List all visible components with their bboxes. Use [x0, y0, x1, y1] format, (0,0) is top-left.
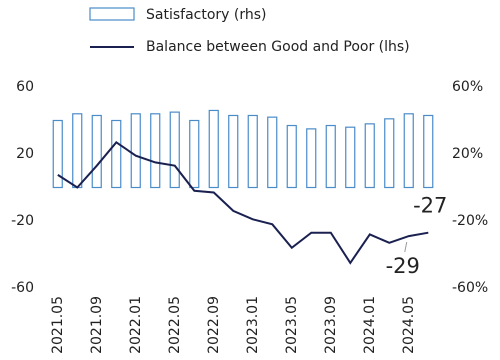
bar: [52, 119, 63, 189]
bar: [364, 123, 375, 189]
bar: [111, 119, 122, 189]
x-tick-label: 2022.09: [206, 296, 222, 354]
legend-bar-icon: [89, 7, 135, 21]
legend-label: Balance between Good and Poor (lhs): [146, 39, 410, 55]
y-tick-label: -60: [11, 280, 34, 296]
x-tick-label: 2023.09: [323, 296, 339, 354]
bar: [208, 109, 219, 189]
x-tick-label: 2022.05: [167, 296, 183, 354]
bar: [91, 114, 102, 189]
y2-tick-label: 60%: [452, 79, 483, 95]
bar: [150, 113, 161, 189]
bar: [306, 128, 317, 189]
x-tick-label: 2021.09: [89, 296, 105, 354]
bar: [247, 114, 258, 189]
y-tick-label: 60: [16, 79, 34, 95]
x-tick-label: 2021.05: [50, 296, 66, 354]
bar: [345, 126, 356, 189]
x-tick-label: 2024.05: [401, 296, 417, 354]
line: [57, 140, 429, 265]
y-tick-label: -20: [11, 213, 34, 229]
bar: [384, 118, 395, 189]
label-leader: [404, 241, 408, 253]
y2-tick-label: 20%: [452, 146, 483, 162]
bar: [423, 114, 434, 189]
bar: [228, 114, 239, 189]
data-label: -27: [413, 194, 447, 218]
bar: [403, 113, 414, 189]
bar: [286, 124, 297, 189]
x-tick-label: 2023.05: [284, 296, 300, 354]
bar: [325, 124, 336, 189]
y2-tick-label: -20%: [452, 213, 488, 229]
bar: [169, 111, 180, 189]
x-tick-label: 2024.01: [362, 296, 378, 354]
x-tick-label: 2023.01: [245, 296, 261, 354]
y-tick-label: 20: [16, 146, 34, 162]
bar: [72, 113, 83, 189]
bar: [267, 116, 278, 189]
y2-tick-label: -60%: [452, 280, 488, 296]
bar: [189, 119, 200, 189]
legend-label: Satisfactory (rhs): [146, 7, 267, 23]
bar: [130, 113, 141, 189]
data-label: -29: [386, 254, 420, 278]
x-tick-label: 2022.01: [128, 296, 144, 354]
